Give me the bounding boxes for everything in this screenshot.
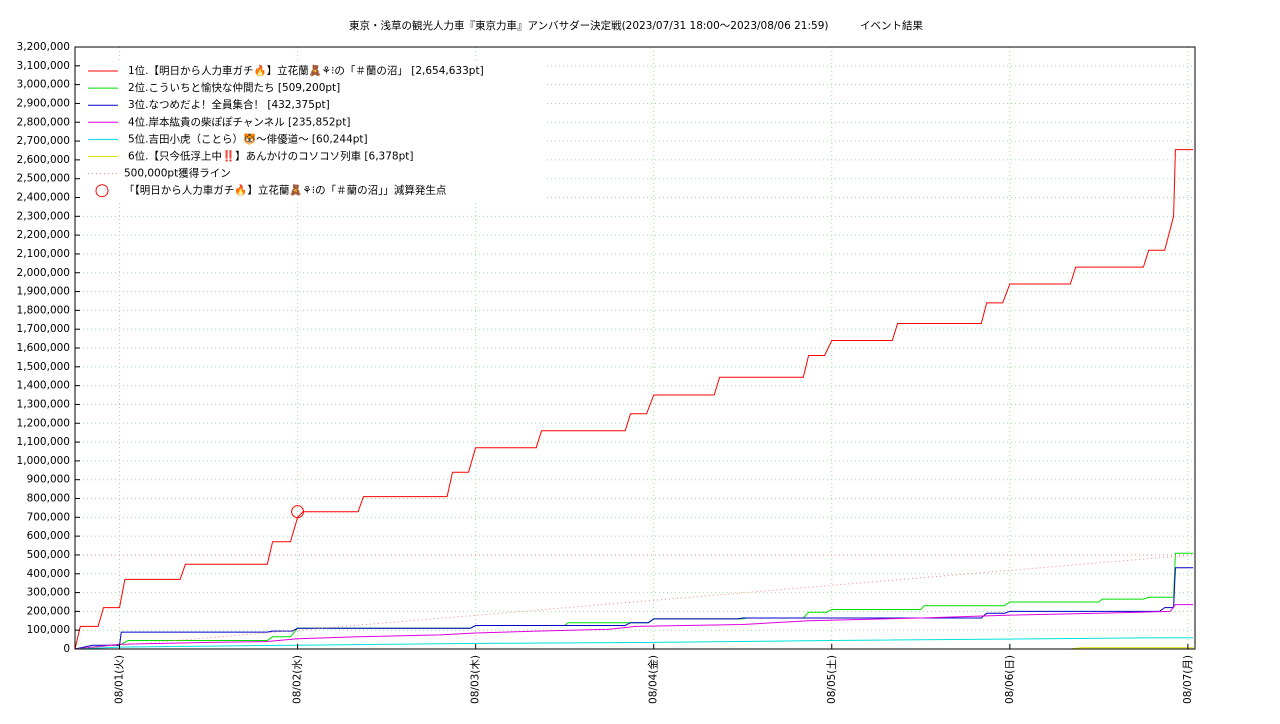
- point-marker: [291, 505, 305, 519]
- plot: [74, 149, 1195, 650]
- legend-label: 2位.こういちと愉快な仲間たち [509,200pt]: [128, 81, 340, 94]
- y-tick-label: 3,000,000: [17, 79, 70, 91]
- y-tick-label: 1,600,000: [17, 342, 70, 354]
- series-line: [74, 149, 1194, 650]
- y-tick-label: 100,000: [27, 624, 70, 636]
- legend-label: 「【明日から人力車ガチ🔥】立花蘭🧸⚘⁝の「＃蘭の沼」」減算発生点: [124, 184, 446, 197]
- y-tick-label: 700,000: [27, 511, 70, 523]
- y-tick-label: 400,000: [27, 568, 70, 580]
- legend-label: 500,000pt獲得ライン: [124, 167, 231, 180]
- y-tick-label: 2,300,000: [17, 210, 70, 222]
- y-tick-label: 2,100,000: [17, 248, 70, 260]
- y-tick-label: 1,400,000: [17, 380, 70, 392]
- y-tick-label: 600,000: [27, 530, 70, 542]
- y-tick-label: 1,900,000: [17, 286, 70, 298]
- legend-label: 1位.【明日から人力車ガチ🔥】立花蘭🧸⚘⁝の「＃蘭の沼」 [2,654,633p…: [128, 64, 484, 77]
- y-tick-label: 1,700,000: [17, 323, 70, 335]
- legend: 1位.【明日から人力車ガチ🔥】立花蘭🧸⚘⁝の「＃蘭の沼」 [2,654,633p…: [82, 60, 547, 202]
- x-tick-label: 08/05(土): [825, 655, 838, 704]
- y-tick-label: 1,000,000: [17, 455, 70, 467]
- y-tick-label: 1,300,000: [17, 398, 70, 410]
- legend-label: 4位.岸本紘貴の柴ぽぽチャンネル [235,852pt]: [128, 115, 350, 128]
- x-tick-label: 08/01(火): [114, 655, 126, 704]
- legend-box: [82, 60, 547, 202]
- y-tick-label: 2,800,000: [17, 116, 70, 128]
- y-tick-label: 1,800,000: [17, 304, 70, 316]
- x-tick-label: 08/04(金): [647, 655, 660, 704]
- legend-marker: [95, 184, 109, 198]
- y-tick-label: 0: [63, 643, 70, 655]
- x-tick-label: 08/02(水): [292, 655, 304, 704]
- legend-label: 5位.吉田小虎（ことら）🐯〜俳優道〜 [60,244pt]: [128, 132, 368, 145]
- x-tick-label: 08/03(木): [470, 655, 482, 704]
- y-tick-label: 2,900,000: [17, 97, 70, 109]
- y-tick-label: 2,000,000: [17, 267, 70, 279]
- y-tick-label: 2,500,000: [17, 173, 70, 185]
- y-tick-label: 2,700,000: [17, 135, 70, 147]
- y-tick-label: 2,400,000: [17, 192, 70, 204]
- y-tick-label: 2,600,000: [17, 154, 70, 166]
- y-tick-label: 2,200,000: [17, 229, 70, 241]
- x-tick-label: 08/07(月): [1182, 655, 1194, 704]
- y-tick-label: 1,500,000: [17, 361, 70, 373]
- y-tick-label: 800,000: [27, 493, 70, 505]
- chart-title: 東京・浅草の観光人力車『東京力車』アンバサダー決定戦(2023/07/31 18…: [349, 19, 924, 32]
- series-line: [74, 637, 1194, 650]
- legend-label: 6位.【只今低浮上中‼️】あんかけのコソコソ列車 [6,378pt]: [128, 150, 413, 163]
- y-tick-label: 300,000: [27, 587, 70, 599]
- y-tick-label: 3,100,000: [17, 60, 70, 72]
- series-line: [74, 604, 1194, 650]
- y-tick-label: 1,200,000: [17, 417, 70, 429]
- legend-label: 3位.なつめだよ！全員集合！ [432,375pt]: [128, 98, 330, 111]
- y-tick-label: 3,200,000: [17, 41, 70, 53]
- x-tick-label: 08/06(日): [1004, 655, 1016, 704]
- y-tick-label: 200,000: [27, 605, 70, 617]
- y-tick-label: 500,000: [27, 549, 70, 561]
- y-tick-label: 900,000: [27, 474, 70, 486]
- y-tick-label: 1,100,000: [17, 436, 70, 448]
